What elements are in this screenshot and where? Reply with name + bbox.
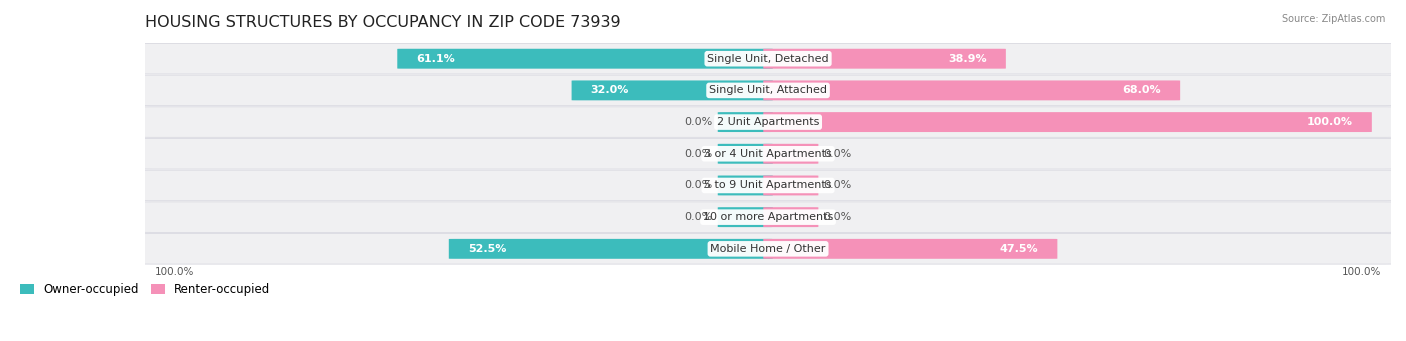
- Text: 38.9%: 38.9%: [948, 54, 987, 64]
- Text: 52.5%: 52.5%: [468, 244, 506, 254]
- Text: 0.0%: 0.0%: [823, 149, 852, 159]
- FancyBboxPatch shape: [398, 49, 773, 69]
- Text: 0.0%: 0.0%: [823, 212, 852, 222]
- FancyBboxPatch shape: [717, 112, 773, 132]
- FancyBboxPatch shape: [763, 207, 818, 227]
- Text: 100.0%: 100.0%: [155, 267, 194, 277]
- Text: 61.1%: 61.1%: [416, 54, 456, 64]
- FancyBboxPatch shape: [136, 170, 1399, 201]
- Text: 10 or more Apartments: 10 or more Apartments: [703, 212, 834, 222]
- Text: 0.0%: 0.0%: [685, 180, 713, 191]
- Text: 68.0%: 68.0%: [1122, 85, 1161, 95]
- FancyBboxPatch shape: [136, 107, 1399, 137]
- FancyBboxPatch shape: [136, 234, 1399, 264]
- Text: 0.0%: 0.0%: [685, 117, 713, 127]
- FancyBboxPatch shape: [572, 80, 773, 100]
- Text: 32.0%: 32.0%: [591, 85, 628, 95]
- FancyBboxPatch shape: [763, 239, 1057, 259]
- FancyBboxPatch shape: [717, 176, 773, 195]
- Text: 3 or 4 Unit Apartments: 3 or 4 Unit Apartments: [704, 149, 832, 159]
- FancyBboxPatch shape: [763, 80, 1180, 100]
- Text: 0.0%: 0.0%: [685, 149, 713, 159]
- Text: HOUSING STRUCTURES BY OCCUPANCY IN ZIP CODE 73939: HOUSING STRUCTURES BY OCCUPANCY IN ZIP C…: [145, 15, 620, 30]
- FancyBboxPatch shape: [763, 49, 1005, 69]
- FancyBboxPatch shape: [717, 144, 773, 164]
- FancyBboxPatch shape: [136, 43, 1399, 74]
- Text: 0.0%: 0.0%: [685, 212, 713, 222]
- Text: Source: ZipAtlas.com: Source: ZipAtlas.com: [1281, 14, 1385, 24]
- Text: Single Unit, Detached: Single Unit, Detached: [707, 54, 830, 64]
- FancyBboxPatch shape: [136, 202, 1399, 233]
- FancyBboxPatch shape: [717, 207, 773, 227]
- Text: 100.0%: 100.0%: [1306, 117, 1353, 127]
- FancyBboxPatch shape: [763, 176, 818, 195]
- FancyBboxPatch shape: [763, 112, 1372, 132]
- Text: 47.5%: 47.5%: [1000, 244, 1038, 254]
- FancyBboxPatch shape: [136, 138, 1399, 169]
- Text: Single Unit, Attached: Single Unit, Attached: [709, 85, 827, 95]
- Text: 2 Unit Apartments: 2 Unit Apartments: [717, 117, 820, 127]
- FancyBboxPatch shape: [136, 75, 1399, 106]
- FancyBboxPatch shape: [449, 239, 773, 259]
- Text: 5 to 9 Unit Apartments: 5 to 9 Unit Apartments: [704, 180, 832, 191]
- Text: Mobile Home / Other: Mobile Home / Other: [710, 244, 825, 254]
- Text: 0.0%: 0.0%: [823, 180, 852, 191]
- Text: 100.0%: 100.0%: [1343, 267, 1382, 277]
- FancyBboxPatch shape: [763, 144, 818, 164]
- Legend: Owner-occupied, Renter-occupied: Owner-occupied, Renter-occupied: [15, 278, 276, 300]
